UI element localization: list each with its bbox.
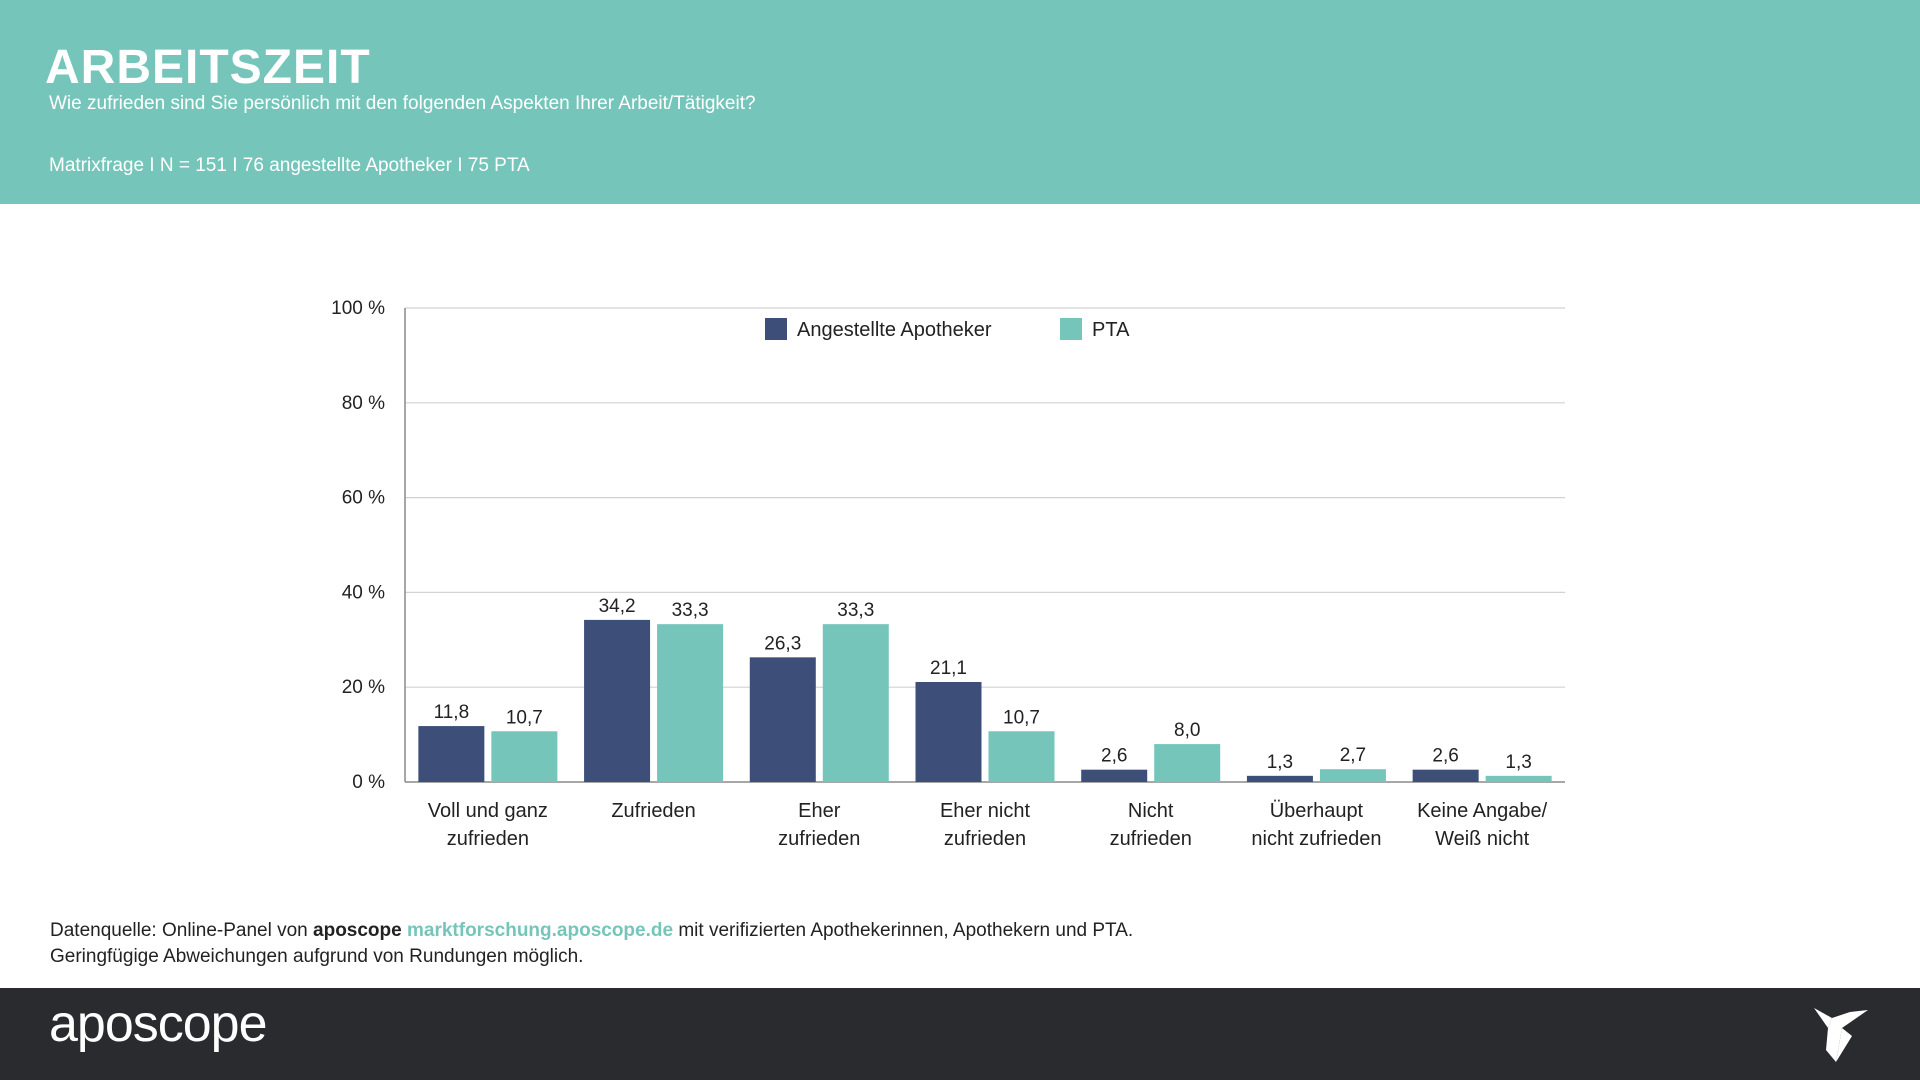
- bar-apotheker: [749, 657, 816, 782]
- y-tick-label: 20 %: [342, 677, 385, 698]
- x-tick-label: Zufrieden: [611, 800, 696, 822]
- source-prefix: Datenquelle: Online-Panel von: [50, 920, 314, 941]
- legend-swatch: [765, 318, 787, 340]
- x-tick-label: nicht zufrieden: [1251, 828, 1381, 850]
- header-banner: ARBEITSZEIT Wie zufrieden sind Sie persö…: [0, 0, 1920, 204]
- bar-pta: [822, 624, 889, 782]
- y-tick-label: 80 %: [342, 393, 385, 414]
- y-tick-label: 40 %: [342, 582, 385, 603]
- bar-apotheker: [1412, 769, 1479, 782]
- bar-pta: [1485, 775, 1552, 782]
- source-suffix: mit verifizierten Apothekerinnen, Apothe…: [673, 920, 1134, 941]
- bar-apotheker: [915, 681, 982, 782]
- data-label: 26,3: [764, 633, 801, 654]
- x-tick-label: Voll und ganz: [428, 800, 548, 822]
- legend-swatch: [1060, 318, 1082, 340]
- y-tick-label: 100 %: [331, 298, 385, 319]
- data-label: 2,7: [1340, 745, 1366, 766]
- x-tick-label: Eher nicht: [940, 800, 1030, 822]
- bar-pta: [1319, 769, 1386, 782]
- x-tick-label: Weiß nicht: [1435, 828, 1530, 850]
- bar-chart-svg: 0 % 20 % 40 % 60 % 80 % 100 % 11,8 10,7 Voll und…: [331, 298, 1565, 850]
- data-label: 1,3: [1505, 752, 1531, 773]
- data-label: 2,6: [1432, 746, 1458, 767]
- footer-bar: aposcope: [0, 988, 1920, 1080]
- x-tick-label: Überhaupt: [1270, 800, 1364, 822]
- y-tick-label: 60 %: [342, 488, 385, 509]
- data-label: 21,1: [930, 658, 967, 679]
- data-label: 11,8: [434, 702, 470, 723]
- x-tick-label: zufrieden: [447, 828, 529, 850]
- origami-bird-icon: [1814, 1008, 1868, 1062]
- data-label: 33,3: [672, 600, 709, 621]
- page-title: ARBEITSZEIT: [45, 41, 371, 94]
- bar-apotheker: [584, 619, 651, 782]
- bar-pta: [491, 731, 558, 782]
- bar-pta: [988, 731, 1055, 782]
- bar-apotheker: [1246, 775, 1313, 782]
- x-tick-label: zufrieden: [778, 828, 860, 850]
- data-label: 10,7: [506, 707, 543, 728]
- x-tick-label: zufrieden: [944, 828, 1026, 850]
- legend-label: PTA: [1092, 319, 1130, 341]
- bar-apotheker: [418, 726, 485, 782]
- y-tick-label: 0 %: [352, 772, 385, 793]
- bar-pta: [1154, 744, 1221, 782]
- x-tick-label: Nicht: [1128, 800, 1174, 822]
- data-label: 8,0: [1174, 720, 1200, 741]
- data-label: 34,2: [599, 596, 636, 617]
- bar-chart: 0 % 20 % 40 % 60 % 80 % 100 % 11,8 10,7 Voll und…: [300, 280, 1600, 870]
- data-label: 1,3: [1267, 752, 1293, 773]
- data-label: 33,3: [837, 600, 874, 621]
- bar-pta: [657, 624, 724, 782]
- source-brand: aposcope: [313, 920, 402, 941]
- aposcope-logo: aposcope: [49, 995, 268, 1053]
- rounding-note: Geringfügige Abweichungen aufgrund von R…: [50, 946, 584, 967]
- data-source-note: Datenquelle: Online-Panel von aposcope m…: [50, 918, 1133, 970]
- page-subtitle: Wie zufrieden sind Sie persönlich mit de…: [49, 93, 756, 114]
- x-tick-label: Eher: [798, 800, 841, 822]
- legend-label: Angestellte Apotheker: [797, 319, 992, 341]
- x-tick-label: Keine Angabe/: [1417, 800, 1548, 822]
- bar-apotheker: [1081, 769, 1148, 782]
- x-tick-label: zufrieden: [1110, 828, 1192, 850]
- data-label: 10,7: [1003, 707, 1040, 728]
- source-link[interactable]: marktforschung.aposcope.de: [407, 920, 674, 941]
- sample-info: Matrixfrage I N = 151 I 76 angestellte A…: [49, 155, 530, 176]
- data-label: 2,6: [1101, 746, 1127, 767]
